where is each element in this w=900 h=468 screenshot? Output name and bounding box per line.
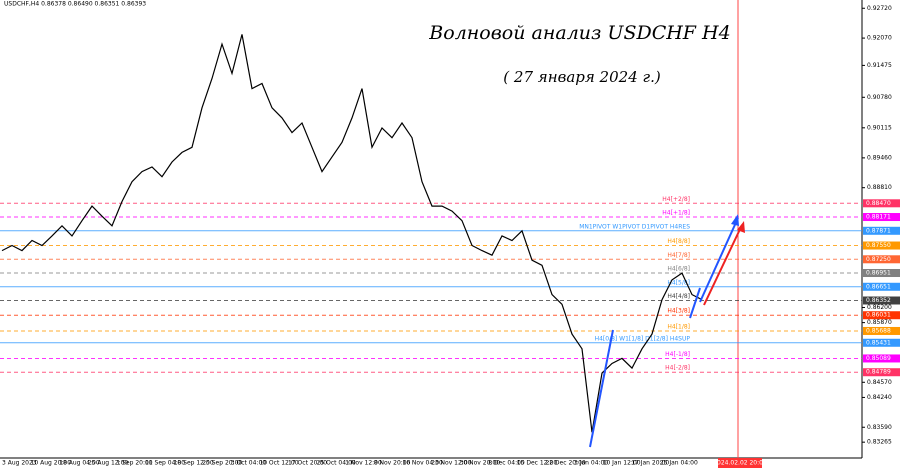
levels: H4[+2/8] H4[+1/8] MN1PIVOT W1PIVOT D1PIVOT…: [0, 196, 862, 373]
future-date-label: 2024.02.02 20:00: [713, 460, 767, 467]
forecast-arrow: [703, 224, 743, 306]
x-tick-label: 25 Jan 04:00: [660, 460, 698, 467]
x-tick-label: 17 Jan 20:00: [631, 460, 669, 467]
chart-title: Волновой анализ USDCHF H4: [428, 22, 730, 44]
future-date-box: [718, 458, 762, 468]
level-price-box: [863, 326, 900, 335]
arrow-head: [737, 221, 745, 233]
x-tick-label: 25 Aug 12:00: [88, 460, 129, 467]
x-tick-label: 30 Nov 20:00: [460, 460, 501, 467]
level-name: H4[5/8]: [667, 279, 690, 286]
level-price-label: 0.86951: [866, 270, 891, 277]
level-price-label: 0.86031: [866, 312, 891, 319]
level-name: H4[+1/8]: [662, 210, 690, 217]
x-tick-label: 18 Sep 12:00: [174, 460, 214, 467]
x-tick-label: 18 Aug 04:00: [59, 460, 100, 467]
x-tick-label: 10 Aug 20:00: [31, 460, 72, 467]
level-price-box: [863, 368, 900, 377]
y-tick-label: 0.85870: [867, 319, 892, 326]
y-tick-label: 0.88810: [867, 184, 892, 191]
x-tick-label: 8 Dec 04:00: [488, 460, 525, 467]
level-price-box: [863, 311, 900, 320]
trend-line: [689, 287, 701, 319]
y-tick-label: 0.92070: [867, 35, 892, 42]
x-tick-label: 23 Nov 12:00: [431, 460, 472, 467]
x-tick-label: 10 Jan 12:00: [603, 460, 641, 467]
level-price-label: 0.88470: [866, 200, 891, 207]
level-price-box: [863, 199, 900, 208]
x-tick-label: 16 Nov 04:00: [402, 460, 443, 467]
level-price-label: 0.84789: [866, 369, 891, 376]
forecast-arrow: [699, 217, 739, 303]
x-tick-label: 11 Sep 04:00: [145, 460, 185, 467]
y-tick-label: 0.83590: [867, 424, 892, 431]
level-price-box: [863, 241, 900, 250]
y-tick-label: 0.90780: [867, 94, 892, 101]
x-tick-label: 25 Oct 04:00: [317, 460, 356, 467]
level-name: H4[7/8]: [667, 252, 690, 259]
y-tick-label: 0.90115: [867, 124, 892, 131]
level-price-label: 0.85431: [866, 339, 891, 346]
level-name: H4[1/8]: [667, 323, 690, 330]
level-name: H4[0/8] W1[1/8] D1[2/8] H4SUP: [595, 335, 691, 342]
x-tick-label: 15 Dec 12:00: [517, 460, 558, 467]
level-name: H4[6/8]: [667, 266, 690, 273]
level-price-label: 0.85089: [866, 355, 891, 362]
level-name: H4[+2/8]: [662, 196, 690, 203]
series: [1, 34, 703, 433]
axes: 0.92720 0.92070 0.91475 0.90780 0.90115 0.894…: [2, 5, 900, 468]
arrow-head: [731, 214, 739, 226]
level-name: H4[-1/8]: [665, 351, 690, 358]
trend-line: [589, 329, 614, 448]
x-tick-label: 1 Nov 12:00: [345, 460, 382, 467]
y-tick-label: 0.92720: [867, 5, 892, 12]
level-price-box: [863, 338, 900, 347]
level-price-label: 0.87871: [866, 227, 891, 234]
x-tick-label: 10 Oct 12:00: [259, 460, 298, 467]
chart-subtitle: ( 27 января 2024 г.): [503, 68, 661, 86]
x-tick-label: 1 Sep 20:00: [116, 460, 152, 467]
chart-header: USDCHF,H4 0.86378 0.86490 0.86351 0.8639…: [4, 1, 146, 8]
x-tick-label: 17 Oct 20:00: [288, 460, 327, 467]
y-tick-label: 0.84570: [867, 379, 892, 386]
level-name: H4[3/8]: [667, 308, 690, 315]
x-tick-label: 25 Sep 20:00: [202, 460, 242, 467]
price-line: [1, 34, 703, 433]
level-name: MN1PIVOT W1PIVOT D1PIVOT H4RES: [579, 223, 690, 230]
y-tick-label: 0.84240: [867, 394, 892, 401]
level-price-box: [863, 213, 900, 222]
level-price-box: [863, 226, 900, 235]
x-tick-label: 22 Dec 20:00: [545, 460, 586, 467]
y-tick-label: 0.83265: [867, 439, 892, 446]
level-price-label: 0.87550: [866, 242, 891, 249]
level-price-label: 0.86651: [866, 283, 891, 290]
level-price-box: [863, 354, 900, 363]
level-price-label: 0.87250: [866, 256, 891, 263]
x-tick-label: 3 Oct 04:00: [231, 460, 266, 467]
level-name: H4[4/8]: [667, 293, 690, 300]
y-tick-label: 0.86200: [867, 304, 892, 311]
x-tick-label: 3 Jan 04:00: [574, 460, 608, 467]
y-tick-label: 0.91475: [867, 62, 892, 69]
level-price-box: [863, 269, 900, 278]
x-tick-label: 8 Nov 20:00: [374, 460, 411, 467]
level-price-label: 0.85688: [866, 327, 891, 334]
level-price-box: [863, 282, 900, 291]
level-price-label: 0.86352: [866, 297, 891, 304]
level-price-box: [863, 296, 900, 305]
level-name: H4[-2/8]: [665, 365, 690, 372]
y-tick-label: 0.89460: [867, 154, 892, 161]
level-name: H4[8/8]: [667, 238, 690, 245]
level-price-box: [863, 255, 900, 264]
level-price-label: 0.88171: [866, 214, 891, 221]
x-tick-label: 3 Aug 2023: [2, 460, 37, 467]
